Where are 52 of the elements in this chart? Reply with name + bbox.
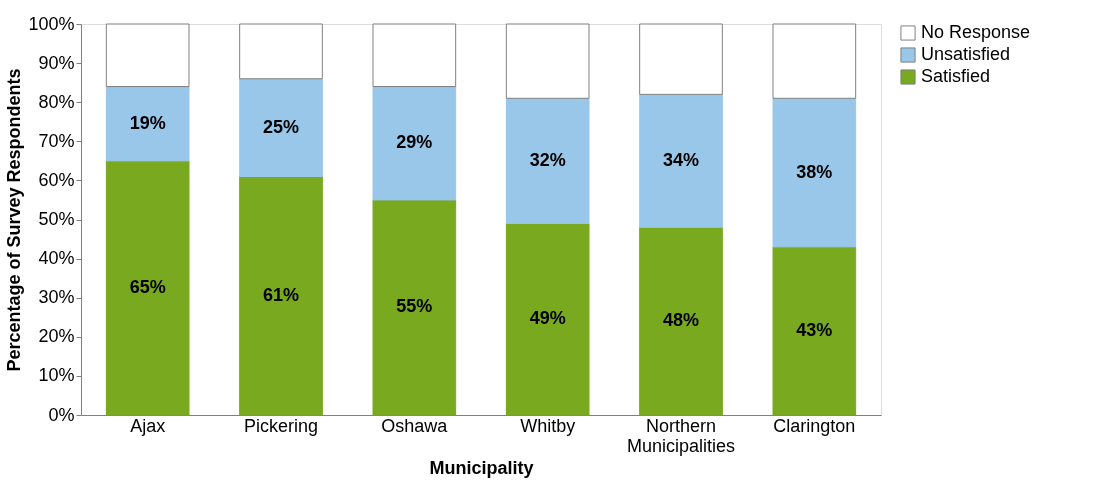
x-tick-label: Oshawa	[381, 415, 449, 436]
bar	[372, 23, 457, 88]
data-label: 61%	[262, 284, 300, 305]
bar	[105, 86, 190, 162]
bar	[505, 97, 590, 224]
y-tick-label: 100%	[28, 13, 75, 34]
x-tick-label: Clarington	[773, 415, 856, 436]
bar	[239, 78, 323, 177]
legend-label: Unsatisfied	[921, 44, 1011, 64]
bar	[372, 86, 457, 201]
y-tick-label: 30%	[38, 287, 75, 308]
bar	[639, 93, 723, 228]
data-label: 32%	[529, 149, 566, 170]
legend-label: Satisfied	[921, 66, 991, 86]
x-tick-label: Ajax	[130, 415, 166, 436]
bar	[505, 222, 590, 416]
y-tick-label: 20%	[38, 326, 75, 347]
y-axis-title: Percentage of Survey Respondents	[4, 68, 25, 372]
data-label: 43%	[796, 319, 833, 340]
data-label: 65%	[129, 276, 166, 297]
data-label: 55%	[396, 296, 433, 317]
legend-label: No Response	[921, 22, 1031, 42]
y-tick-label: 50%	[38, 209, 75, 229]
bar	[239, 175, 323, 416]
y-tick-label: 80%	[38, 91, 75, 112]
data-label: 29%	[396, 132, 433, 153]
bar	[639, 23, 723, 95]
x-axis-title: Municipality	[429, 457, 534, 478]
bar	[772, 97, 857, 248]
data-label: 25%	[262, 116, 300, 137]
y-tick-label: 70%	[38, 130, 75, 151]
y-tick-label: 90%	[38, 52, 75, 73]
data-label: 38%	[796, 161, 833, 182]
data-label: 48%	[662, 310, 700, 331]
x-tick-label: Northern Municipalities	[626, 415, 736, 456]
data-label: 49%	[529, 308, 566, 329]
y-tick-label: 0%	[48, 404, 75, 425]
bar	[505, 23, 590, 99]
y-tick-label: 60%	[38, 169, 75, 190]
x-tick-label: Pickering	[243, 415, 319, 436]
data-label: 34%	[662, 149, 700, 170]
bar	[105, 23, 190, 88]
bar	[639, 226, 723, 416]
y-tick-label: 10%	[38, 365, 75, 386]
data-label: 19%	[129, 112, 166, 133]
y-tick-label: 40%	[38, 248, 75, 269]
bar	[239, 23, 323, 80]
bar	[105, 160, 190, 416]
bar	[372, 199, 457, 416]
bar	[772, 246, 857, 416]
bar	[772, 23, 857, 99]
x-tick-label: Whitby	[520, 415, 576, 436]
